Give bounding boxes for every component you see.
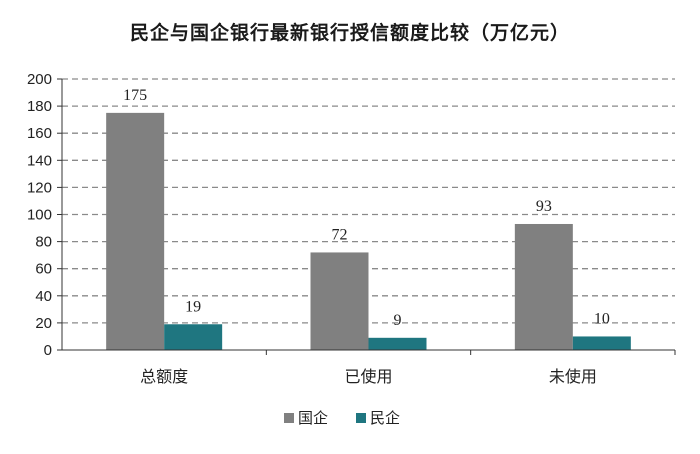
legend-label: 民企 [370, 409, 400, 427]
data-label: 93 [536, 198, 552, 215]
y-tick-label: 40 [35, 288, 52, 305]
y-tick-label: 60 [35, 261, 52, 278]
bar-国企-未使用 [514, 223, 573, 350]
legend-label: 国企 [298, 409, 328, 427]
bar-国企-已使用 [310, 252, 369, 350]
y-tick-label: 160 [27, 125, 52, 142]
bars [106, 112, 631, 350]
y-tick-label: 80 [35, 234, 52, 251]
legend-swatch [284, 413, 294, 423]
data-label: 72 [332, 226, 348, 243]
data-label: 175 [123, 87, 147, 104]
bar-民企-已使用 [368, 337, 427, 350]
data-labels: 175 19 72 9 93 10 [123, 87, 610, 329]
data-label: 9 [394, 312, 402, 329]
y-tick-label: 180 [27, 98, 52, 115]
y-tick-label: 120 [27, 179, 52, 196]
x-category-label: 总额度 [140, 367, 188, 386]
y-tick-label: 140 [27, 152, 52, 169]
y-tick-label: 20 [35, 315, 52, 332]
data-label: 10 [594, 310, 610, 327]
data-label: 19 [185, 298, 201, 315]
bar-民企-总额度 [164, 324, 223, 350]
bar-国企-总额度 [106, 112, 165, 350]
chart-title: 民企与国企银行最新银行授信额度比较（万亿元） [129, 22, 570, 44]
x-axis: 总额度 已使用 未使用 [62, 349, 676, 386]
x-category-label: 未使用 [549, 367, 597, 386]
bar-民企-未使用 [572, 336, 631, 350]
y-axis: 0 20 40 60 80 100 120 140 160 180 200 [27, 71, 63, 359]
legend: 国企 民企 [284, 409, 400, 427]
legend-swatch [356, 413, 366, 423]
y-tick-label: 100 [27, 207, 52, 224]
y-tick-label: 0 [44, 342, 52, 359]
y-tick-label: 200 [27, 71, 52, 88]
x-category-label: 已使用 [344, 367, 392, 386]
